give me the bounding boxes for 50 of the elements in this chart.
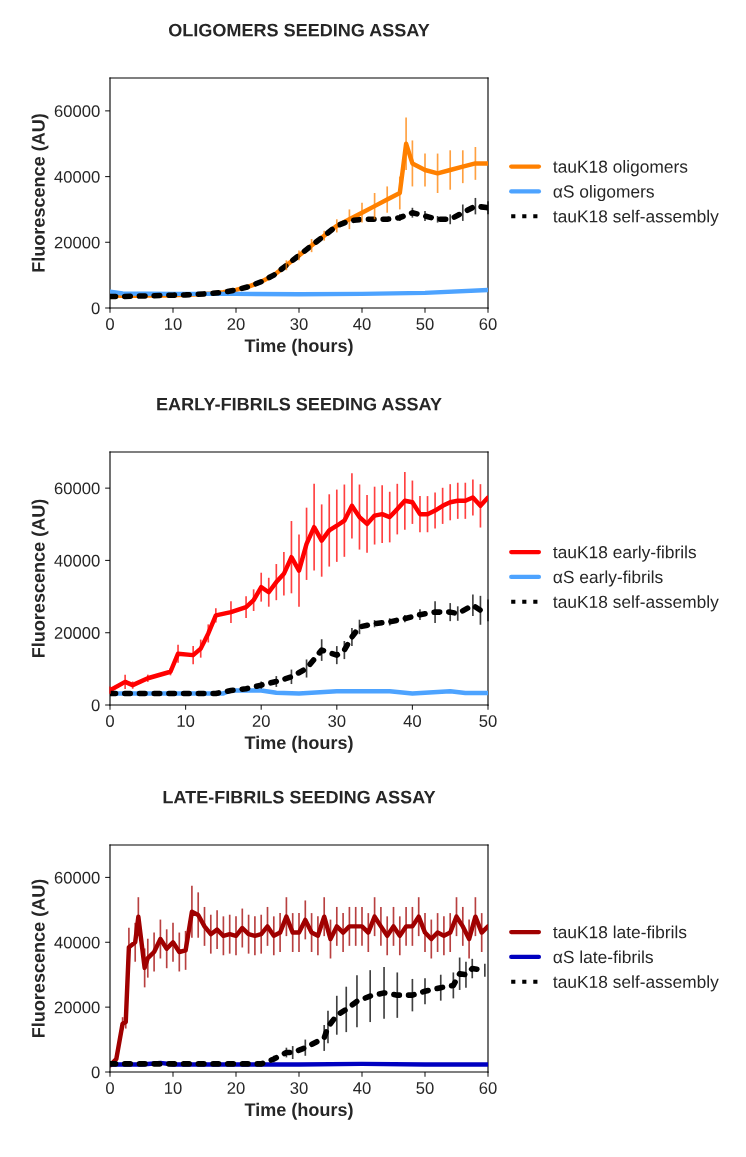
y-tick-label: 60000	[54, 482, 100, 495]
x-axis-title: Time (hours)	[244, 338, 353, 356]
x-axis-title: Time (hours)	[244, 1102, 353, 1120]
y-tick-label: 20000	[54, 627, 100, 639]
y-tick-label: 0	[91, 699, 100, 712]
y-tick-label: 0	[91, 1066, 100, 1079]
x-tick-label: 60	[479, 1082, 497, 1094]
x-tick-label: 50	[416, 1082, 434, 1094]
x-tick-label: 30	[290, 318, 308, 330]
y-tick-label: 0	[91, 302, 100, 315]
x-tick-label: 40	[403, 715, 422, 727]
y-tick-label: 40000	[54, 554, 100, 567]
y-tick-label: 20000	[54, 1001, 100, 1014]
x-tick-label: 30	[328, 715, 346, 727]
legend-label: tauK18 self-assembly	[553, 595, 719, 612]
chart-title: EARLY-FIBRILS SEEDING ASSAY	[157, 397, 442, 411]
y-axis-title: Fluorescence (AU)	[31, 114, 49, 272]
legend-label: αS oligomers	[553, 184, 654, 202]
x-tick-label: 40	[353, 1082, 371, 1094]
y-axis-title: Fluorescence (AU)	[31, 499, 49, 658]
legend-label: tauK18 self-assembly	[553, 975, 719, 992]
x-tick-label: 0	[106, 318, 114, 330]
legend-label: tauK18 self-assembly	[553, 209, 719, 226]
y-tick-label: 40000	[54, 936, 100, 949]
y-axis-title: Fluorescence (AU)	[31, 879, 49, 1038]
x-tick-label: 60	[479, 318, 497, 330]
x-axis-title: Time (hours)	[244, 735, 353, 753]
x-tick-label: 10	[165, 1082, 182, 1094]
x-tick-label: 50	[416, 318, 434, 330]
y-tick-label: 60000	[54, 105, 100, 118]
x-tick-label: 50	[479, 715, 497, 727]
x-tick-label: 0	[106, 715, 114, 727]
x-tick-label: 20	[227, 318, 245, 330]
x-tick-label: 20	[227, 1082, 245, 1094]
y-tick-label: 60000	[54, 871, 100, 884]
x-tick-label: 0	[106, 1082, 114, 1094]
x-tick-label: 20	[252, 715, 270, 727]
x-tick-label: 10	[177, 715, 195, 727]
legend-label: tauK18 late-fibrils	[553, 925, 687, 939]
chart-title: LATE-FIBRILS SEEDING ASSAY	[163, 790, 436, 804]
x-tick-label: 10	[165, 318, 182, 330]
legend-label: tauK18 early-fibrils	[553, 545, 696, 562]
x-tick-label: 40	[353, 318, 371, 330]
x-tick-label: 30	[290, 1082, 308, 1094]
y-tick-label: 20000	[54, 236, 100, 249]
legend-label: tauK18 oligomers	[553, 160, 688, 177]
chart-title: OLIGOMERS SEEDING ASSAY	[168, 23, 430, 37]
legend-label: αS early-fibrils	[553, 570, 663, 587]
legend-label: αS late-fibrils	[553, 950, 653, 964]
y-tick-label: 40000	[54, 170, 100, 183]
